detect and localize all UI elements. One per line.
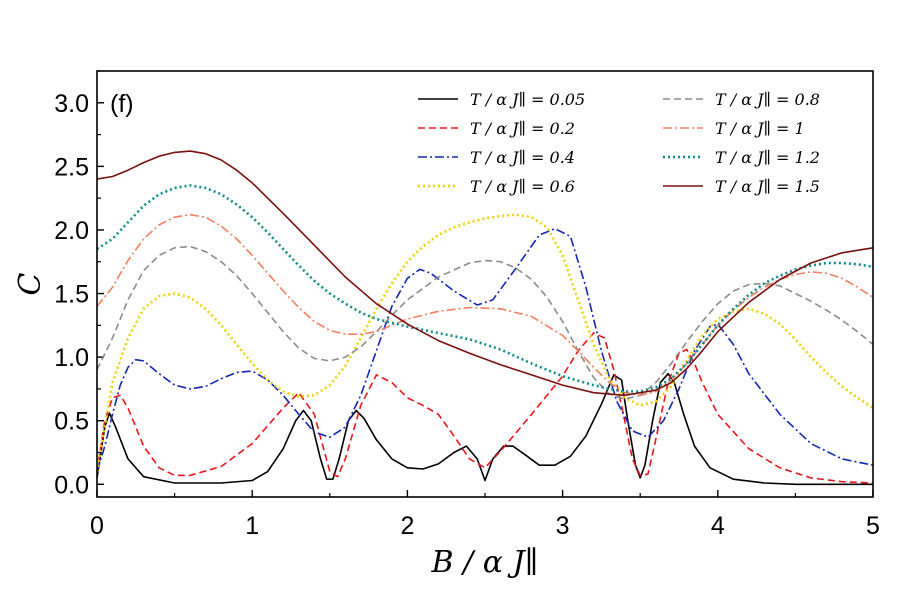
y-axis-title: C: [13, 272, 48, 295]
legend-entry-label: T / α J∥ = 0.05: [470, 90, 585, 109]
y-tick-label: 1.0: [54, 344, 89, 372]
series-line-7: [96, 184, 874, 393]
series-line-6: [96, 213, 874, 397]
x-tick-label: 1: [245, 512, 259, 540]
y-tick-label: 1.5: [54, 281, 89, 309]
x-tick-label: 2: [400, 512, 414, 540]
legend: T / α J∥ = 0.05 T / α J∥ = 0.2 T / α J∥ = …: [418, 90, 820, 196]
series-line-2: [96, 332, 874, 484]
y-tick-label: 3.0: [54, 90, 89, 118]
legend-entry-label: T / α J∥ = 0.4: [470, 148, 575, 167]
x-axis-title: B / α J∥: [431, 545, 539, 580]
series-line-5: [96, 245, 874, 400]
panel-label: (f): [110, 90, 134, 118]
legend-entry-label: T / α J∥ = 1: [715, 119, 805, 138]
series-line-8: [96, 150, 874, 397]
legend-entry-label: T / α J∥ = 1.2: [715, 148, 820, 167]
x-tick-label: 0: [90, 512, 104, 540]
y-tick-label: 0.5: [54, 408, 89, 436]
legend-entry-label: T / α J∥ = 0.8: [715, 90, 820, 109]
x-tick-label: 5: [866, 512, 880, 540]
y-tick-label: 0.0: [54, 471, 89, 499]
y-tick-label: 2.5: [54, 153, 89, 181]
y-tick-label: 2.0: [54, 217, 89, 245]
x-axis-title-text: B / α J∥: [431, 545, 539, 580]
x-tick-label: 3: [556, 512, 570, 540]
ticks-layer: 0 1 2 3 4 5 0.0 0.5 1.0 1.5 2.0 2.5 3.0: [54, 70, 880, 540]
plot-frame: [96, 70, 874, 498]
x-tick-label: 4: [711, 512, 725, 540]
legend-entry-label: T / α J∥ = 1.5: [715, 177, 820, 196]
series-layer: [95, 150, 874, 486]
legend-entry-label: T / α J∥ = 0.6: [470, 177, 575, 196]
series-line-3: [96, 227, 874, 472]
legend-entry-label: T / α J∥ = 0.2: [470, 119, 575, 138]
series-line-1: [96, 372, 873, 486]
